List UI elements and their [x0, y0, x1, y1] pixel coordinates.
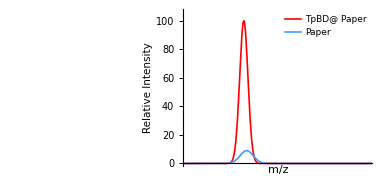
- Line: Paper: Paper: [183, 151, 372, 163]
- Paper: [370, 162, 375, 165]
- Paper: [273, 162, 277, 165]
- TpBD@ Paper: [330, 162, 335, 165]
- Y-axis label: Relative Intensity: Relative Intensity: [143, 43, 153, 133]
- Paper: [365, 162, 369, 165]
- TpBD@ Paper: [268, 162, 273, 165]
- TpBD@ Paper: [242, 20, 246, 22]
- TpBD@ Paper: [370, 162, 375, 165]
- Paper: [364, 162, 369, 165]
- Paper: [245, 149, 249, 152]
- Paper: [268, 162, 273, 165]
- Legend: TpBD@ Paper, Paper: TpBD@ Paper, Paper: [281, 11, 370, 41]
- X-axis label: m/z: m/z: [268, 165, 288, 175]
- Paper: [181, 162, 186, 165]
- TpBD@ Paper: [273, 162, 277, 165]
- TpBD@ Paper: [364, 162, 369, 165]
- TpBD@ Paper: [181, 162, 186, 165]
- TpBD@ Paper: [191, 162, 195, 165]
- Paper: [191, 162, 195, 165]
- Line: TpBD@ Paper: TpBD@ Paper: [183, 21, 372, 163]
- Paper: [330, 162, 335, 165]
- TpBD@ Paper: [365, 162, 369, 165]
